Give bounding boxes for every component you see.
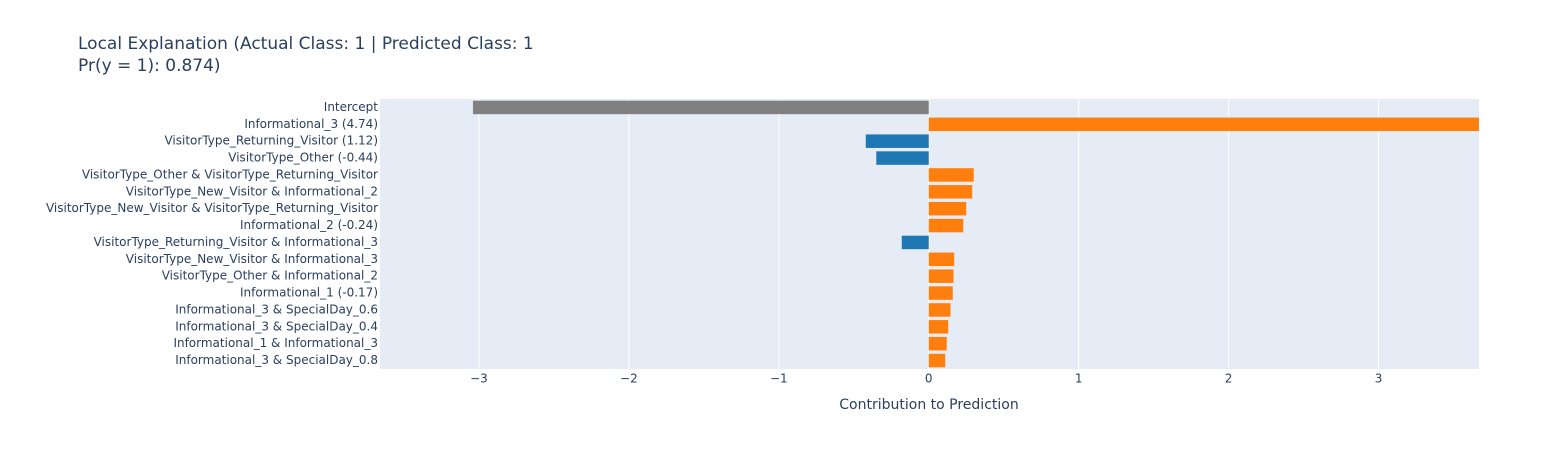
y-tick-label: Intercept — [324, 100, 379, 114]
x-tick-label: 1 — [1075, 372, 1083, 386]
bar — [928, 252, 955, 267]
bar — [928, 168, 974, 182]
chart-title: Pr(y = 1): 0.874) — [78, 56, 221, 76]
x-tick-label: −2 — [620, 372, 638, 386]
bar — [472, 100, 929, 115]
x-tick-label: 2 — [1225, 372, 1233, 386]
bar — [928, 303, 951, 317]
y-tick-label: Informational_1 & Informational_3 — [173, 336, 378, 350]
bar — [876, 151, 929, 165]
y-tick-label: VisitorType_Other & VisitorType_Returnin… — [82, 167, 378, 181]
y-tick-label: Informational_3 & SpecialDay_0.8 — [175, 353, 378, 367]
y-tick-label: Informational_3 & SpecialDay_0.6 — [175, 302, 378, 316]
bar — [865, 134, 929, 148]
x-tick-label: 0 — [925, 372, 933, 386]
y-tick-label: VisitorType_Returning_Visitor (1.12) — [164, 134, 378, 148]
bar — [901, 235, 929, 250]
y-tick-label: Informational_1 (-0.17) — [240, 286, 378, 300]
bar — [928, 218, 964, 233]
x-axis-title: Contribution to Prediction — [839, 397, 1018, 413]
bar — [928, 336, 947, 351]
bar — [928, 185, 973, 199]
bar — [928, 320, 949, 334]
y-tick-label: Informational_3 (4.74) — [244, 117, 378, 131]
x-tick-label: 3 — [1375, 372, 1383, 386]
y-tick-label: VisitorType_New_Visitor & Informational_… — [126, 252, 378, 266]
y-tick-label: VisitorType_Other (-0.44) — [228, 151, 378, 165]
y-tick-label: VisitorType_Returning_Visitor & Informat… — [94, 235, 378, 249]
chart-title: Local Explanation (Actual Class: 1 | Pre… — [78, 34, 534, 54]
y-tick-label: VisitorType_New_Visitor & Informational_… — [126, 184, 378, 198]
y-tick-label: VisitorType_New_Visitor & VisitorType_Re… — [46, 201, 378, 215]
x-tick-label: −3 — [470, 372, 488, 386]
y-tick-label: Informational_3 & SpecialDay_0.4 — [175, 319, 378, 333]
bar — [928, 353, 946, 368]
x-tick-label: −1 — [770, 372, 788, 386]
y-tick-label: Informational_2 (-0.24) — [240, 218, 378, 232]
bar — [928, 286, 953, 300]
y-tick-label: VisitorType_Other & Informational_2 — [162, 269, 378, 283]
bar — [928, 201, 967, 216]
bar — [928, 117, 1479, 132]
bar — [928, 269, 954, 283]
